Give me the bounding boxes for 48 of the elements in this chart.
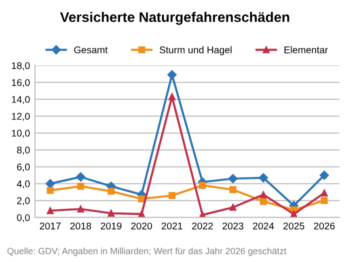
legend-label: Elementar — [284, 46, 328, 54]
chart-title: Versicherte Naturgefahrenschäden — [60, 12, 290, 25]
y-tick-label: 10,0 — [12, 130, 30, 138]
point — [77, 206, 84, 212]
y-tick-label: 4,0 — [16, 180, 30, 188]
point — [138, 195, 146, 202]
y-tick-label: 16,0 — [12, 79, 30, 88]
y-tick-label: 0,0 — [17, 214, 30, 222]
source-note: Quelle: GDV; Angaben in Milliarden; Wert für das Jahr 2026 geschätzt — [7, 248, 286, 256]
x-tick-label: 2017 — [40, 222, 61, 230]
point — [229, 186, 236, 194]
x-tick-label: 2019 — [100, 222, 122, 230]
legend-label: Sturm und Hagel — [160, 46, 232, 56]
point — [77, 182, 84, 190]
point — [229, 204, 236, 211]
point — [76, 172, 86, 182]
point — [46, 186, 54, 194]
point — [168, 192, 176, 199]
point — [46, 207, 54, 214]
point — [168, 93, 176, 100]
x-tick-label: 2022 — [192, 222, 213, 230]
point — [228, 174, 238, 184]
legend-label: Gesamt — [74, 46, 108, 54]
x-tick-label: 2025 — [284, 222, 304, 230]
y-tick-label: 6,0 — [17, 164, 30, 172]
y-tick-label: 12,0 — [12, 112, 30, 121]
point — [199, 182, 206, 189]
x-tick-label: 2020 — [131, 222, 152, 230]
point — [320, 170, 329, 180]
point — [138, 210, 146, 218]
point — [167, 70, 177, 80]
x-tick-label: 2026 — [314, 222, 335, 230]
point — [260, 198, 267, 205]
x-tick-label: 2024 — [253, 222, 274, 230]
x-tick-label: 2023 — [222, 222, 244, 230]
point — [290, 210, 298, 218]
y-tick-label: 14,0 — [12, 96, 30, 104]
y-tick-label: 2,0 — [17, 197, 30, 206]
point — [320, 197, 328, 204]
point — [320, 190, 328, 196]
x-tick-label: 2018 — [70, 222, 92, 230]
point — [108, 210, 115, 217]
point — [258, 173, 268, 182]
point — [108, 188, 115, 195]
x-tick-label: 2021 — [162, 222, 182, 230]
y-tick-label: 8,0 — [17, 146, 30, 155]
point — [260, 191, 267, 198]
y-tick-label: 18,0 — [12, 62, 30, 70]
